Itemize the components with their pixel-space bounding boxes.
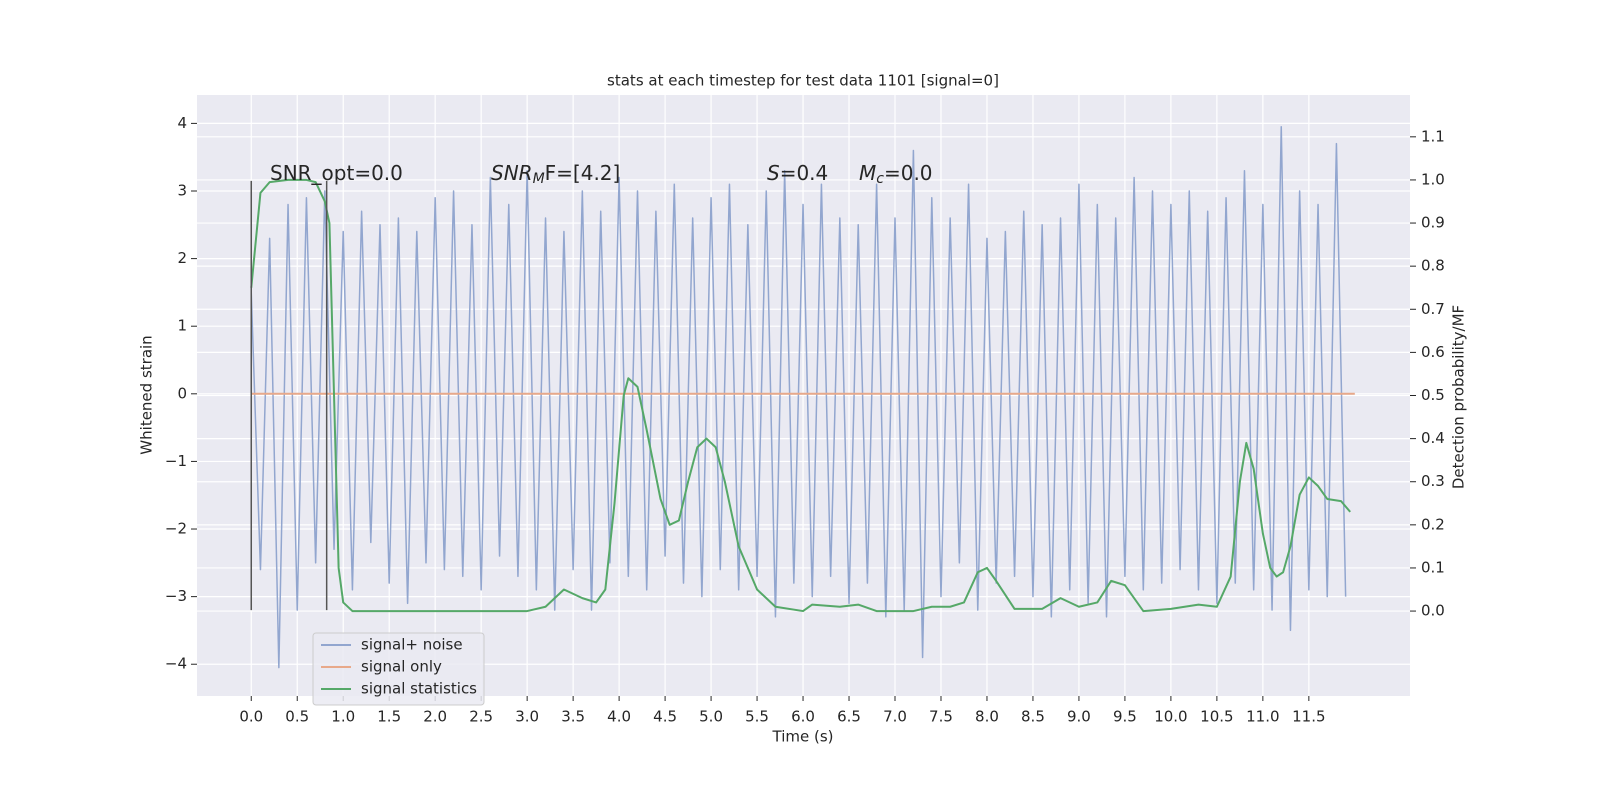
x-tick-label: 3.5 — [561, 708, 585, 726]
marks — [250, 126, 1355, 669]
annotation-part: =0.0 — [884, 161, 933, 185]
x-tick-label: 11.5 — [1292, 708, 1325, 726]
y2-tick-label: 1.0 — [1421, 170, 1445, 188]
y2-tick-label: 1.1 — [1421, 127, 1445, 145]
annotation-part: =0.4 — [780, 161, 829, 185]
x-tick-label: 10.5 — [1200, 708, 1233, 726]
y2-tick-label: 0.7 — [1421, 300, 1445, 318]
y-tick-label: 1 — [177, 317, 187, 335]
x-tick-label: 9.0 — [1067, 708, 1091, 726]
x-tick-label: 10.0 — [1154, 708, 1187, 726]
x-tick-label: 6.0 — [791, 708, 815, 726]
chart-title: stats at each timestep for test data 110… — [607, 72, 999, 90]
y-tick-label: 4 — [177, 114, 187, 132]
x-axis-label: Time (s) — [772, 728, 834, 746]
y-tick-label: −4 — [165, 655, 187, 673]
x-tick-label: 9.5 — [1113, 708, 1137, 726]
legend-box — [312, 632, 485, 706]
y-tick-label: −3 — [165, 587, 187, 605]
y2-tick-label: 0.6 — [1421, 343, 1445, 361]
x-tick-label: 11.0 — [1246, 708, 1279, 726]
y-tick-label: 0 — [177, 384, 187, 402]
y-tick-label: 2 — [177, 249, 187, 267]
x-tick-label: 2.0 — [423, 708, 447, 726]
annotation-part: M — [859, 161, 876, 185]
y-tick-label: 3 — [177, 181, 187, 199]
legend: signal+ noise signal only signal statistic… — [312, 632, 485, 706]
x-tick-label: 4.5 — [653, 708, 677, 726]
x-tick-label: 7.0 — [883, 708, 907, 726]
legend-label: signal only — [361, 658, 442, 676]
annotation: SNRMF=[4.2] — [491, 161, 620, 188]
legend-label: signal+ noise — [361, 636, 463, 654]
annotation-part: SNR_opt=0.0 — [270, 161, 403, 185]
y2-tick-label: 0.3 — [1421, 472, 1445, 490]
y2-tick-label: 0.1 — [1421, 558, 1445, 576]
y2-axis-label: Detection probability/MF — [1450, 305, 1468, 489]
y2-tick-label: 0.4 — [1421, 429, 1445, 447]
x-tick-label: 1.5 — [377, 708, 401, 726]
x-tick-label: 8.5 — [1021, 708, 1045, 726]
x-tick-label: 7.5 — [929, 708, 953, 726]
y-axis-label: Whitened strain — [138, 335, 156, 454]
x-tick-label: 0.5 — [285, 708, 309, 726]
axes: 0.0 0.5 1.0 1.5 2.0 2.5 3.0 3.5 4.0 4.5 5.0 5.5 6.0 6… — [165, 114, 1445, 726]
x-tick-label: 3.0 — [515, 708, 539, 726]
legend-label: signal statistics — [361, 680, 477, 698]
annotation: S=0.4 — [767, 161, 828, 185]
y2-tick-label: 0.8 — [1421, 257, 1445, 275]
y-tick-label: −1 — [165, 452, 187, 470]
x-tick-label: 6.5 — [837, 708, 861, 726]
x-tick-label: 8.0 — [975, 708, 999, 726]
x-tick-label: 1.0 — [331, 708, 355, 726]
annotation: Mc=0.0 — [859, 161, 933, 188]
annotation-part: F=[4.2] — [545, 161, 621, 185]
annotation-part: S — [767, 161, 780, 185]
annotation-part: c — [876, 171, 884, 187]
y2-tick-label: 0.2 — [1421, 515, 1445, 533]
annotation-part: SNR — [491, 161, 533, 185]
series-line — [250, 178, 1351, 613]
y2-tick-label: 0.0 — [1421, 602, 1445, 620]
annotation: SNR_opt=0.0 — [270, 161, 403, 185]
x-tick-label: 0.0 — [239, 708, 263, 726]
y-tick-label: −2 — [165, 520, 187, 538]
annotation-part: M — [533, 171, 545, 187]
x-tick-label: 5.5 — [745, 708, 769, 726]
y2-tick-label: 0.5 — [1421, 386, 1445, 404]
x-tick-label: 2.5 — [469, 708, 493, 726]
y2-tick-label: 0.9 — [1421, 214, 1445, 232]
x-tick-label: 4.0 — [607, 708, 631, 726]
x-tick-label: 5.0 — [699, 708, 723, 726]
